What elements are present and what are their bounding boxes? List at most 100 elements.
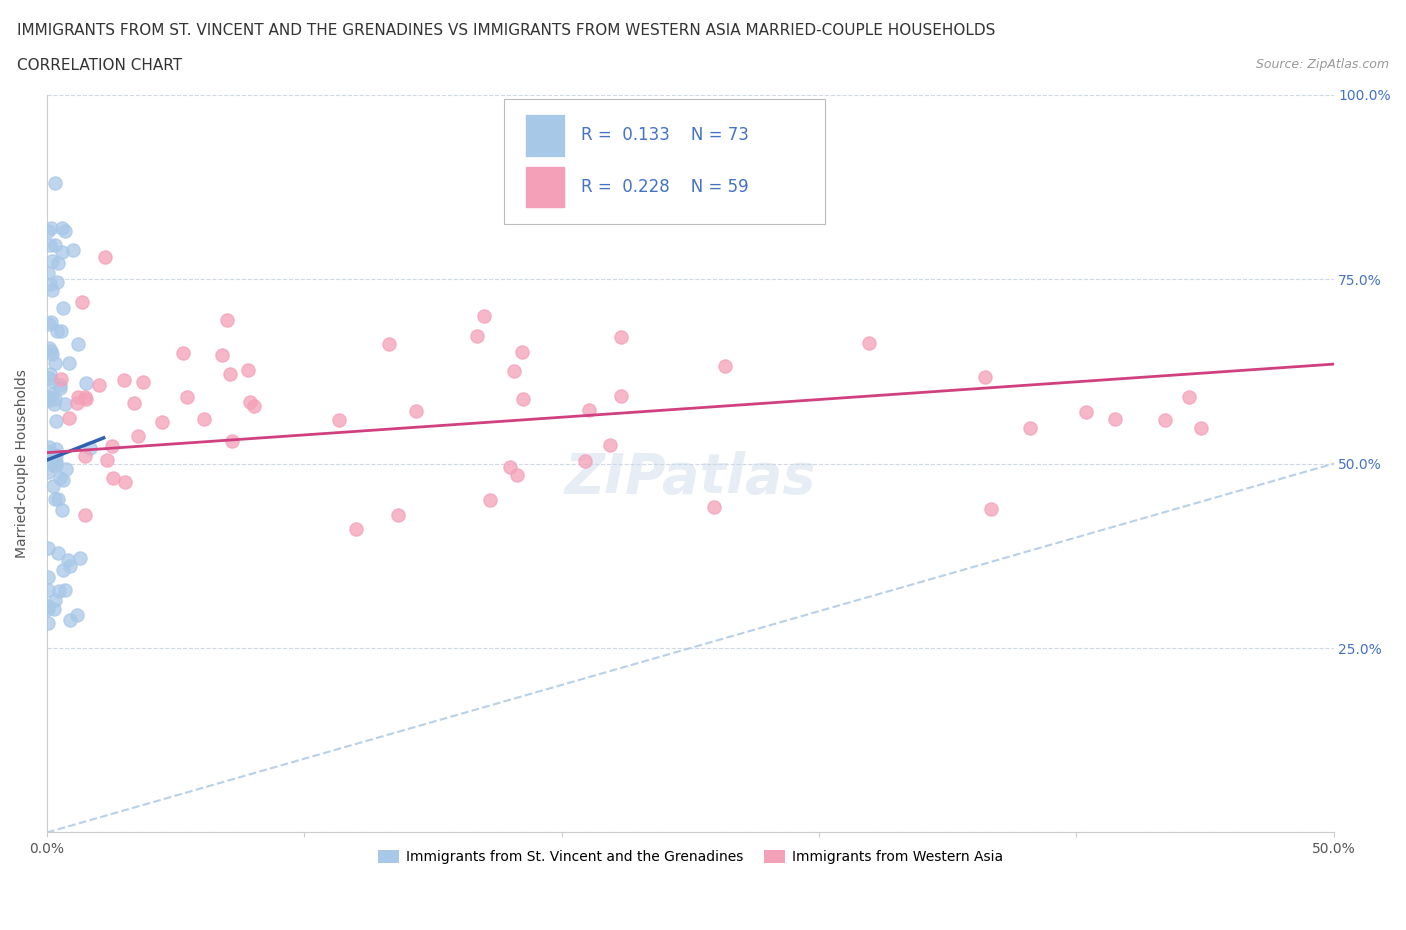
Immigrants from Western Asia [1018, 420, 1040, 435]
Text: CORRELATION CHART: CORRELATION CHART [17, 58, 181, 73]
Immigrants from Western Asia [75, 392, 97, 406]
Text: Source: ZipAtlas.com: Source: ZipAtlas.com [1256, 58, 1389, 71]
Bar [526, 115, 564, 155]
Immigrants from Western Asia [75, 508, 97, 523]
Immigrants from Western Asia [132, 375, 155, 390]
Immigrants from Western Asia [499, 459, 522, 474]
Immigrants from St. Vincent and the Grenadines [38, 440, 60, 455]
Immigrants from St. Vincent and the Grenadines [69, 551, 91, 565]
Immigrants from St. Vincent and the Grenadines [37, 266, 59, 281]
Bar [526, 166, 564, 207]
Immigrants from Western Asia [112, 372, 135, 387]
Immigrants from St. Vincent and the Grenadines [44, 592, 66, 607]
Immigrants from St. Vincent and the Grenadines [37, 444, 59, 458]
Immigrants from Western Asia [377, 337, 399, 352]
Immigrants from Western Asia [103, 471, 125, 485]
Immigrants from St. Vincent and the Grenadines [58, 355, 80, 370]
Immigrants from Western Asia [211, 348, 233, 363]
Immigrants from Western Asia [122, 395, 145, 410]
Text: IMMIGRANTS FROM ST. VINCENT AND THE GRENADINES VS IMMIGRANTS FROM WESTERN ASIA M: IMMIGRANTS FROM ST. VINCENT AND THE GREN… [17, 23, 995, 38]
Immigrants from Western Asia [236, 362, 259, 377]
Immigrants from Western Asia [328, 412, 350, 427]
Immigrants from Western Asia [467, 328, 489, 343]
Immigrants from Western Asia [344, 522, 367, 537]
Immigrants from St. Vincent and the Grenadines [45, 454, 67, 469]
Immigrants from St. Vincent and the Grenadines [46, 492, 69, 507]
Immigrants from St. Vincent and the Grenadines [58, 612, 80, 627]
Immigrants from St. Vincent and the Grenadines [45, 458, 67, 472]
Immigrants from Western Asia [1189, 420, 1212, 435]
Immigrants from St. Vincent and the Grenadines [46, 275, 69, 290]
Immigrants from Western Asia [94, 250, 117, 265]
Immigrants from Western Asia [58, 411, 80, 426]
Immigrants from St. Vincent and the Grenadines [41, 283, 63, 298]
Immigrants from St. Vincent and the Grenadines [42, 479, 65, 494]
FancyBboxPatch shape [503, 99, 825, 224]
Immigrants from St. Vincent and the Grenadines [41, 374, 63, 389]
Immigrants from St. Vincent and the Grenadines [44, 176, 66, 191]
Immigrants from St. Vincent and the Grenadines [79, 441, 101, 456]
Y-axis label: Married-couple Households: Married-couple Households [15, 369, 30, 558]
Immigrants from Western Asia [87, 378, 110, 392]
Immigrants from Western Asia [1104, 411, 1126, 426]
Immigrants from St. Vincent and the Grenadines [37, 602, 59, 617]
Immigrants from St. Vincent and the Grenadines [42, 602, 65, 617]
Immigrants from St. Vincent and the Grenadines [38, 392, 60, 407]
Immigrants from St. Vincent and the Grenadines [62, 243, 84, 258]
Immigrants from St. Vincent and the Grenadines [37, 599, 59, 614]
Immigrants from St. Vincent and the Grenadines [41, 347, 63, 362]
Immigrants from Western Asia [713, 359, 735, 374]
Immigrants from St. Vincent and the Grenadines [37, 569, 59, 584]
Immigrants from St. Vincent and the Grenadines [52, 300, 75, 315]
Immigrants from Western Asia [1074, 405, 1097, 419]
Immigrants from St. Vincent and the Grenadines [48, 583, 70, 598]
Immigrants from St. Vincent and the Grenadines [53, 223, 76, 238]
Immigrants from Western Asia [980, 501, 1002, 516]
Immigrants from Western Asia [858, 336, 880, 351]
Immigrants from Western Asia [75, 390, 97, 405]
Immigrants from St. Vincent and the Grenadines [51, 220, 73, 235]
Text: R =  0.133    N = 73: R = 0.133 N = 73 [581, 126, 749, 144]
Immigrants from St. Vincent and the Grenadines [56, 552, 79, 567]
Immigrants from St. Vincent and the Grenadines [66, 337, 89, 352]
Immigrants from St. Vincent and the Grenadines [75, 376, 97, 391]
Immigrants from St. Vincent and the Grenadines [53, 582, 76, 597]
Immigrants from St. Vincent and the Grenadines [46, 256, 69, 271]
Immigrants from St. Vincent and the Grenadines [37, 582, 59, 597]
Immigrants from Western Asia [512, 392, 534, 406]
Immigrants from St. Vincent and the Grenadines [58, 559, 80, 574]
Legend: Immigrants from St. Vincent and the Grenadines, Immigrants from Western Asia: Immigrants from St. Vincent and the Gren… [373, 844, 1008, 870]
Immigrants from Western Asia [387, 507, 409, 522]
Immigrants from St. Vincent and the Grenadines [52, 563, 75, 578]
Immigrants from Western Asia [474, 309, 496, 324]
Immigrants from Western Asia [219, 367, 242, 382]
Immigrants from St. Vincent and the Grenadines [45, 413, 67, 428]
Immigrants from Western Asia [215, 312, 238, 327]
Immigrants from St. Vincent and the Grenadines [41, 386, 63, 401]
Immigrants from St. Vincent and the Grenadines [51, 245, 73, 259]
Immigrants from Western Asia [610, 329, 633, 344]
Immigrants from Western Asia [172, 346, 194, 361]
Immigrants from Western Asia [578, 403, 600, 418]
Immigrants from St. Vincent and the Grenadines [37, 464, 59, 479]
Immigrants from St. Vincent and the Grenadines [37, 616, 59, 631]
Immigrants from St. Vincent and the Grenadines [44, 237, 66, 252]
Immigrants from St. Vincent and the Grenadines [51, 502, 73, 517]
Immigrants from St. Vincent and the Grenadines [66, 608, 89, 623]
Immigrants from Western Asia [506, 467, 529, 482]
Immigrants from St. Vincent and the Grenadines [41, 449, 63, 464]
Immigrants from Western Asia [193, 412, 215, 427]
Immigrants from Western Asia [127, 429, 149, 444]
Immigrants from Western Asia [150, 415, 173, 430]
Immigrants from Western Asia [242, 398, 264, 413]
Immigrants from Western Asia [176, 390, 198, 405]
Immigrants from St. Vincent and the Grenadines [38, 317, 60, 332]
Immigrants from Western Asia [703, 500, 725, 515]
Text: ZIPatlas: ZIPatlas [565, 451, 815, 505]
Immigrants from St. Vincent and the Grenadines [41, 254, 63, 269]
Immigrants from St. Vincent and the Grenadines [39, 314, 62, 329]
Immigrants from Western Asia [101, 439, 124, 454]
Immigrants from Western Asia [75, 448, 97, 463]
Immigrants from St. Vincent and the Grenadines [39, 237, 62, 252]
Immigrants from St. Vincent and the Grenadines [44, 492, 66, 507]
